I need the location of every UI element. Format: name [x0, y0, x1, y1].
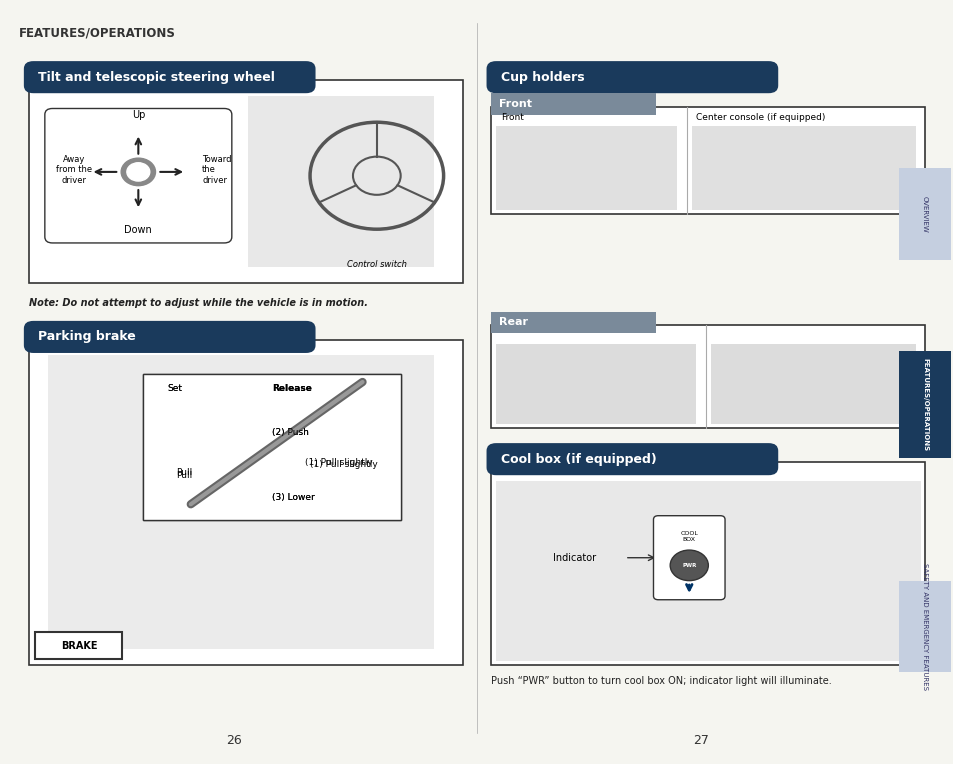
Bar [29, 80, 462, 283]
Text: Down: Down [124, 225, 152, 235]
Text: PWR: PWR [681, 563, 696, 568]
FancyBboxPatch shape [143, 374, 400, 520]
Bar [29, 340, 462, 665]
Text: Front: Front [498, 99, 532, 109]
Text: (1) Pull slightly: (1) Pull slightly [305, 458, 373, 468]
Bar [248, 96, 434, 267]
Bar [491, 325, 924, 428]
Text: Parking brake: Parking brake [38, 330, 135, 344]
Text: Cool box (if equipped): Cool box (if equipped) [500, 452, 656, 466]
Text: Note: Do not attempt to adjust while the vehicle is in motion.: Note: Do not attempt to adjust while the… [29, 298, 367, 308]
Text: Release: Release [272, 384, 312, 393]
Bar [898, 581, 950, 672]
Text: 26: 26 [226, 734, 241, 747]
FancyBboxPatch shape [24, 321, 315, 353]
FancyBboxPatch shape [653, 516, 724, 600]
Text: Pull: Pull [176, 468, 193, 477]
FancyBboxPatch shape [35, 632, 122, 659]
Text: OVERVIEW: OVERVIEW [921, 196, 927, 232]
Text: Set: Set [167, 384, 182, 393]
FancyBboxPatch shape [486, 61, 778, 93]
Text: (1) Pull slightly: (1) Pull slightly [310, 460, 377, 469]
FancyBboxPatch shape [24, 61, 315, 93]
Text: Control switch: Control switch [347, 260, 406, 269]
Bar [496, 481, 920, 661]
Text: Pull: Pull [176, 471, 193, 481]
Text: Indicator: Indicator [553, 552, 596, 563]
Text: Set: Set [167, 384, 182, 393]
Bar [898, 351, 950, 458]
Circle shape [121, 158, 155, 186]
Circle shape [669, 550, 707, 581]
Text: BRAKE: BRAKE [61, 640, 97, 651]
Text: Push “PWR” button to turn cool box ON; indicator light will illuminate.: Push “PWR” button to turn cool box ON; i… [491, 676, 831, 686]
Text: Front: Front [500, 113, 523, 122]
Text: (2) Push: (2) Push [272, 428, 309, 437]
Text: FEATURES/OPERATIONS: FEATURES/OPERATIONS [19, 27, 175, 40]
Text: (3) Lower: (3) Lower [272, 493, 314, 502]
Text: SAFETY AND EMERGENCY FEATURES: SAFETY AND EMERGENCY FEATURES [921, 563, 927, 690]
Text: Rear: Rear [498, 317, 527, 328]
Text: Release: Release [272, 384, 312, 393]
Text: (3) Lower: (3) Lower [272, 493, 314, 502]
Bar [491, 462, 924, 665]
Bar [898, 168, 950, 260]
FancyBboxPatch shape [491, 312, 656, 333]
Text: Center console (if equipped): Center console (if equipped) [696, 113, 825, 122]
Bar [496, 344, 696, 424]
Text: 27: 27 [693, 734, 708, 747]
Text: FEATURES/OPERATIONS: FEATURES/OPERATIONS [921, 358, 927, 452]
Bar [496, 126, 677, 210]
Bar [691, 126, 915, 210]
Text: COOL
BOX: COOL BOX [679, 531, 698, 542]
Text: Up: Up [132, 110, 145, 120]
Bar [48, 355, 434, 649]
Text: Cup holders: Cup holders [500, 70, 584, 84]
FancyBboxPatch shape [143, 374, 400, 520]
FancyBboxPatch shape [491, 93, 656, 115]
Text: Toward
the
driver: Toward the driver [202, 154, 232, 185]
Text: Tilt and telescopic steering wheel: Tilt and telescopic steering wheel [38, 70, 274, 84]
Bar [710, 344, 915, 424]
Text: (2) Push: (2) Push [272, 428, 309, 437]
Circle shape [127, 163, 150, 181]
FancyBboxPatch shape [45, 108, 232, 243]
FancyBboxPatch shape [486, 443, 778, 475]
Text: Away
from the
driver: Away from the driver [56, 154, 92, 185]
Bar [491, 107, 924, 214]
